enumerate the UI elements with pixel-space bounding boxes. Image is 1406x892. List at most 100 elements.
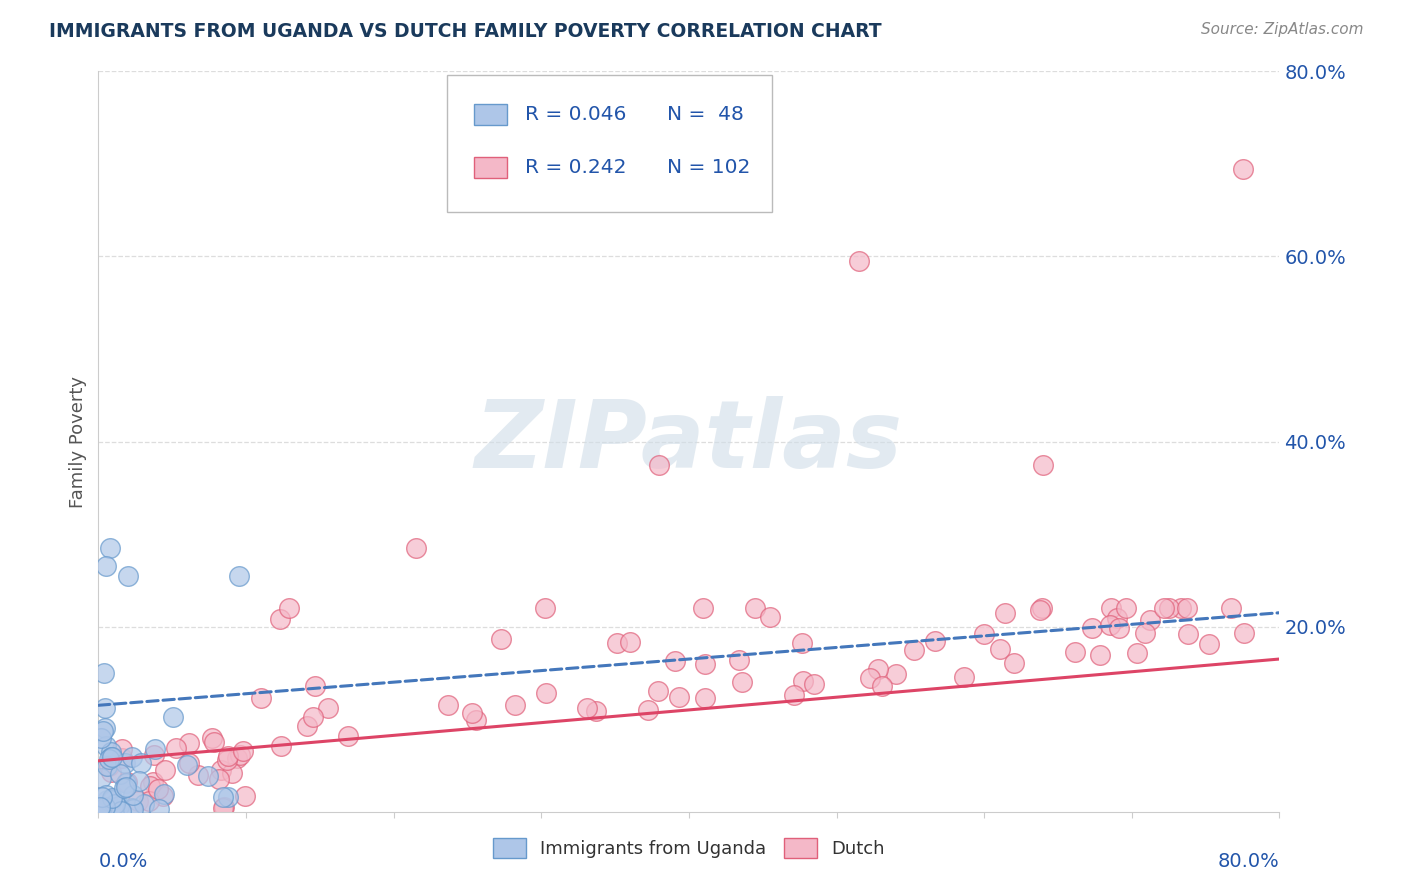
Text: IMMIGRANTS FROM UGANDA VS DUTCH FAMILY POVERTY CORRELATION CHART: IMMIGRANTS FROM UGANDA VS DUTCH FAMILY P… [49, 22, 882, 41]
Point [143, 742, 166, 756]
Point [1002, 656, 1025, 670]
Point [98, 759, 121, 773]
Point [250, 690, 273, 705]
Point [91, 723, 114, 738]
Point [209, 763, 232, 777]
Point [606, 636, 628, 650]
Point [461, 706, 484, 721]
Point [217, 790, 239, 805]
Point [101, 750, 124, 764]
Point [693, 690, 716, 705]
Point [337, 729, 360, 743]
Point [664, 654, 686, 668]
Point [128, 774, 150, 789]
Point [211, 801, 233, 815]
Point [100, 750, 122, 764]
Point [924, 634, 946, 648]
Point [534, 686, 557, 700]
Point [212, 799, 235, 814]
Text: R = 0.242: R = 0.242 [524, 158, 626, 178]
Point [115, 776, 138, 790]
Point [153, 763, 176, 777]
Point [790, 636, 813, 650]
Point [792, 674, 814, 689]
Point [96, 793, 118, 807]
Point [278, 601, 301, 615]
Point [1064, 646, 1087, 660]
Point [1175, 601, 1198, 615]
Point [121, 750, 143, 764]
Point [138, 794, 160, 808]
Point [866, 661, 889, 675]
Point [1177, 627, 1199, 641]
Point [121, 801, 143, 815]
Text: ZIPatlas: ZIPatlas [475, 395, 903, 488]
Legend: Immigrants from Uganda, Dutch: Immigrants from Uganda, Dutch [486, 830, 891, 865]
Point [1170, 601, 1192, 615]
Point [503, 698, 526, 712]
Point [132, 797, 155, 811]
Point [297, 718, 319, 732]
Point [208, 772, 231, 786]
Point [94, 739, 117, 754]
Point [759, 610, 782, 624]
Point [1099, 601, 1122, 615]
Point [187, 768, 209, 782]
Point [693, 657, 716, 671]
Point [94, 800, 117, 814]
Point [872, 679, 894, 693]
Point [152, 789, 174, 803]
Point [489, 632, 512, 646]
Point [783, 689, 806, 703]
Point [115, 775, 138, 789]
Point [111, 750, 134, 764]
FancyBboxPatch shape [474, 157, 508, 178]
Point [111, 742, 134, 756]
Point [848, 254, 870, 268]
Point [93, 722, 115, 736]
Text: N =  48: N = 48 [666, 104, 744, 124]
Text: R = 0.046: R = 0.046 [524, 104, 626, 124]
Point [744, 601, 766, 615]
Point [233, 789, 256, 804]
Point [93, 665, 115, 680]
Point [728, 653, 751, 667]
Point [101, 791, 124, 805]
Point [953, 670, 976, 684]
Point [153, 787, 176, 801]
Point [405, 541, 427, 555]
Point [1126, 647, 1149, 661]
Point [91, 790, 114, 805]
Point [1219, 601, 1241, 615]
Point [98, 752, 121, 766]
Point [465, 713, 488, 727]
Point [647, 684, 669, 698]
Point [803, 677, 825, 691]
Point [110, 804, 132, 818]
Point [101, 792, 124, 806]
Point [100, 745, 122, 759]
Point [179, 736, 201, 750]
Point [202, 735, 225, 749]
Text: 80.0%: 80.0% [1218, 853, 1279, 871]
Point [1232, 161, 1254, 176]
Point [108, 799, 131, 814]
Point [122, 802, 145, 816]
Point [211, 789, 233, 804]
FancyBboxPatch shape [474, 104, 508, 125]
Point [162, 710, 184, 724]
Point [100, 765, 122, 780]
Point [225, 751, 247, 765]
Point [302, 710, 325, 724]
Point [228, 568, 250, 582]
Y-axis label: Family Poverty: Family Poverty [69, 376, 87, 508]
Point [436, 698, 458, 712]
Point [148, 802, 170, 816]
Point [176, 758, 198, 772]
Point [270, 739, 292, 753]
Point [141, 774, 163, 789]
Point [903, 643, 925, 657]
Point [731, 675, 754, 690]
Point [98, 541, 121, 555]
FancyBboxPatch shape [447, 75, 772, 212]
